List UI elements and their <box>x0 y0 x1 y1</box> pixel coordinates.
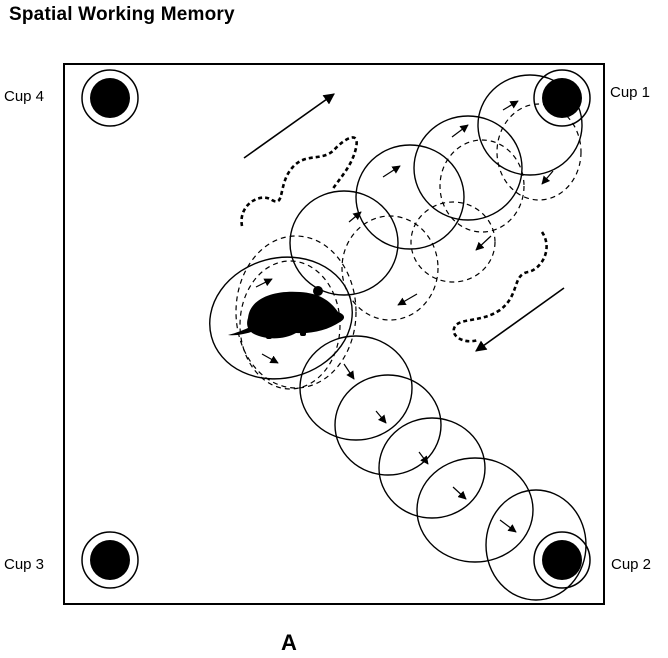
cup-3-label: Cup 3 <box>4 556 45 573</box>
cup-1-label: Cup 1 <box>610 84 651 101</box>
trend-arrow-up-right <box>243 93 335 159</box>
figure-title: Spatial Working Memory <box>9 4 235 25</box>
cup-4-icon <box>81 69 139 127</box>
squiggle-lower-right <box>452 231 548 343</box>
rat-silhouette-icon <box>228 286 345 339</box>
arena-border <box>63 63 605 605</box>
return-path-cup1 <box>235 103 582 390</box>
cup-1-icon <box>533 69 591 127</box>
cup-2-icon <box>533 531 591 589</box>
trend-arrow-down-left <box>475 287 565 352</box>
cup-3-icon <box>81 531 139 589</box>
panel-letter: A <box>281 630 297 655</box>
squiggle-upper-left <box>240 136 358 227</box>
direction-arrows <box>255 100 554 533</box>
outbound-path-cup1 <box>209 74 583 380</box>
cup-4-label: Cup 4 <box>4 88 45 105</box>
cup-2-label: Cup 2 <box>611 556 652 573</box>
outbound-path-cup2 <box>299 335 587 601</box>
